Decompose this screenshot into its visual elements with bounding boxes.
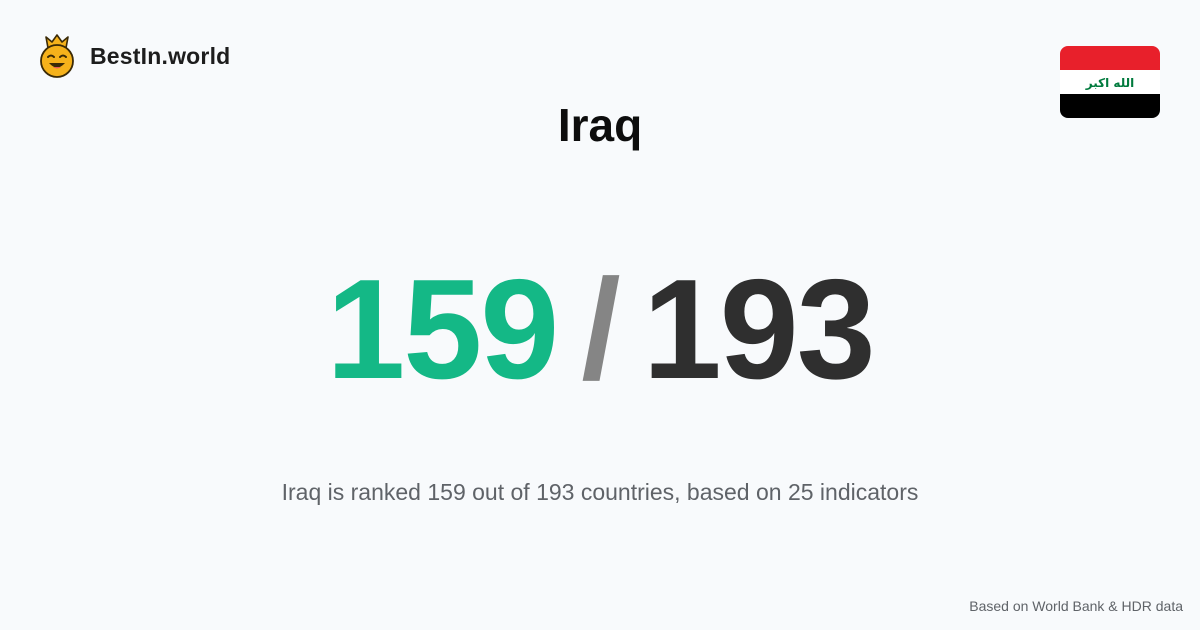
crowned-smiley-icon (40, 34, 74, 78)
data-source-note: Based on World Bank & HDR data (969, 598, 1183, 614)
rank-total: 193 (642, 250, 876, 409)
brand-name: BestIn.world (90, 42, 231, 69)
rank-separator: / (581, 250, 620, 409)
iraq-flag-icon: الله اكبر (1060, 46, 1160, 118)
rank-value: 159 (326, 250, 559, 409)
flag-takbir-text: الله اكبر (1085, 76, 1134, 90)
page-title: Iraq (557, 99, 643, 151)
brand-link[interactable]: BestIn.world (38, 34, 230, 78)
rank-display: 159/193 (0, 255, 1200, 405)
rank-summary: Iraq is ranked 159 out of 193 countries,… (281, 479, 919, 505)
